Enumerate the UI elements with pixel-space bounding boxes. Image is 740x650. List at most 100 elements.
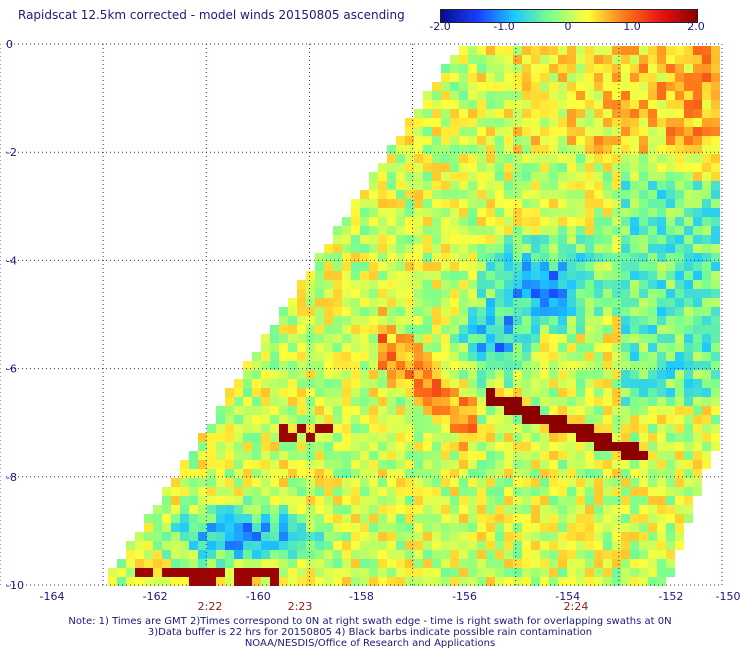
data-cell <box>414 280 423 289</box>
data-cell <box>369 487 378 496</box>
data-cell <box>207 424 216 433</box>
data-cell <box>288 424 297 433</box>
data-cell <box>441 550 450 559</box>
data-cell <box>396 424 405 433</box>
data-cell <box>657 82 666 91</box>
data-cell <box>252 361 261 370</box>
data-cell <box>414 388 423 397</box>
data-cell <box>486 73 495 82</box>
data-cell <box>612 424 621 433</box>
data-cell <box>684 73 693 82</box>
data-cell <box>486 523 495 532</box>
data-cell <box>405 487 414 496</box>
data-cell <box>612 109 621 118</box>
data-cell <box>504 541 513 550</box>
data-cell <box>549 190 558 199</box>
data-cell <box>693 208 702 217</box>
data-cell <box>135 568 144 577</box>
data-cell <box>504 163 513 172</box>
data-cell <box>432 280 441 289</box>
data-cell <box>522 352 531 361</box>
data-cell <box>612 487 621 496</box>
data-cell <box>639 73 648 82</box>
data-cell <box>675 109 684 118</box>
data-cell <box>675 388 684 397</box>
data-cell <box>549 460 558 469</box>
data-cell <box>396 253 405 262</box>
data-cell <box>558 226 567 235</box>
data-cell <box>603 154 612 163</box>
data-cell <box>270 487 279 496</box>
data-cell <box>297 334 306 343</box>
data-cell <box>468 316 477 325</box>
data-cell <box>585 397 594 406</box>
data-cell <box>261 388 270 397</box>
data-cell <box>189 478 198 487</box>
data-cell <box>702 361 711 370</box>
data-cell <box>225 478 234 487</box>
data-cell <box>693 334 702 343</box>
data-cell <box>549 298 558 307</box>
data-cell <box>423 361 432 370</box>
data-cell <box>639 91 648 100</box>
data-cell <box>396 550 405 559</box>
data-cell <box>531 82 540 91</box>
data-cell <box>333 298 342 307</box>
data-cell <box>531 361 540 370</box>
data-cell <box>360 208 369 217</box>
data-cell <box>378 478 387 487</box>
data-cell <box>414 217 423 226</box>
data-cell <box>450 451 459 460</box>
data-cell <box>630 325 639 334</box>
data-cell <box>576 469 585 478</box>
data-cell <box>225 442 234 451</box>
data-cell <box>261 397 270 406</box>
data-cell <box>252 460 261 469</box>
data-cell <box>657 550 666 559</box>
data-cell <box>441 64 450 73</box>
data-cell <box>324 397 333 406</box>
data-cell <box>360 541 369 550</box>
data-cell <box>486 460 495 469</box>
data-cell <box>333 271 342 280</box>
data-cell <box>495 262 504 271</box>
data-cell <box>522 217 531 226</box>
data-cell <box>387 334 396 343</box>
data-cell <box>288 397 297 406</box>
data-cell <box>495 460 504 469</box>
data-cell <box>369 352 378 361</box>
data-cell <box>405 469 414 478</box>
data-cell <box>243 478 252 487</box>
data-cell <box>477 505 486 514</box>
data-cell <box>693 406 702 415</box>
data-cell <box>648 460 657 469</box>
data-cell <box>468 100 477 109</box>
data-cell <box>459 199 468 208</box>
data-cell <box>486 334 495 343</box>
data-cell <box>495 550 504 559</box>
data-cell <box>405 280 414 289</box>
data-cell <box>621 271 630 280</box>
data-cell <box>531 397 540 406</box>
data-cell <box>693 388 702 397</box>
data-cell <box>324 496 333 505</box>
data-cell <box>261 568 270 577</box>
data-cell <box>594 244 603 253</box>
data-cell <box>252 505 261 514</box>
data-cell <box>486 343 495 352</box>
data-cell <box>207 433 216 442</box>
data-cell <box>324 541 333 550</box>
data-cell <box>567 487 576 496</box>
data-cell <box>450 280 459 289</box>
data-cell <box>117 568 126 577</box>
data-cell <box>423 316 432 325</box>
data-cell <box>612 406 621 415</box>
data-cell <box>468 226 477 235</box>
data-cell <box>522 118 531 127</box>
data-cell <box>333 433 342 442</box>
data-cell <box>216 442 225 451</box>
data-cell <box>270 406 279 415</box>
data-cell <box>126 550 135 559</box>
data-cell <box>414 199 423 208</box>
data-cell <box>279 415 288 424</box>
